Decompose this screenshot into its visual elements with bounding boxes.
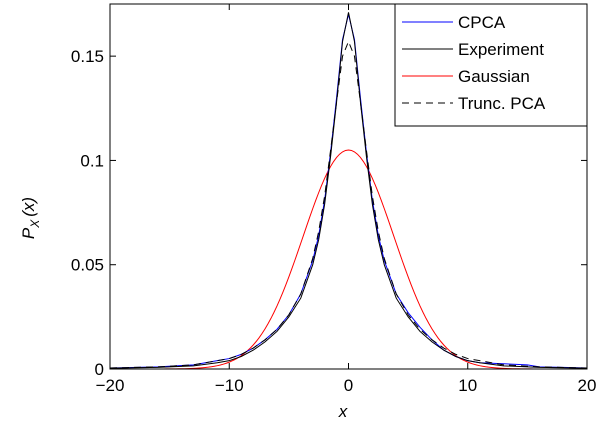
y-axis-label: PX (x) [19,197,42,239]
y-tick-label: 0.05 [71,256,104,275]
y-axis-label-main: P [19,227,38,239]
x-tick-label: 20 [578,376,597,395]
legend: CPCA Experiment Gaussian Trunc. PCA [394,3,588,127]
x-tick-label: 10 [458,376,477,395]
legend-box [394,3,588,127]
y-axis-label-sub: X [28,219,42,229]
tick-labels-group: −20 −10 0 10 20 0 0.05 0.1 0.15 [71,47,597,395]
y-tick-label: 0.15 [71,47,104,66]
y-tick-label: 0.1 [80,151,104,170]
y-axis-label-arg: (x) [19,197,38,217]
x-tick-label: −10 [215,376,244,395]
x-axis-label: x [338,402,348,421]
series-experiment-line [109,12,588,369]
x-tick-label: 0 [344,376,353,395]
legend-label-trunc-pca: Trunc. PCA [458,94,546,113]
x-tick-label: −20 [96,376,125,395]
legend-label-gaussian: Gaussian [458,67,530,86]
y-tick-label: 0 [95,360,104,379]
legend-label-cpca: CPCA [458,13,506,32]
legend-label-experiment: Experiment [458,40,544,59]
